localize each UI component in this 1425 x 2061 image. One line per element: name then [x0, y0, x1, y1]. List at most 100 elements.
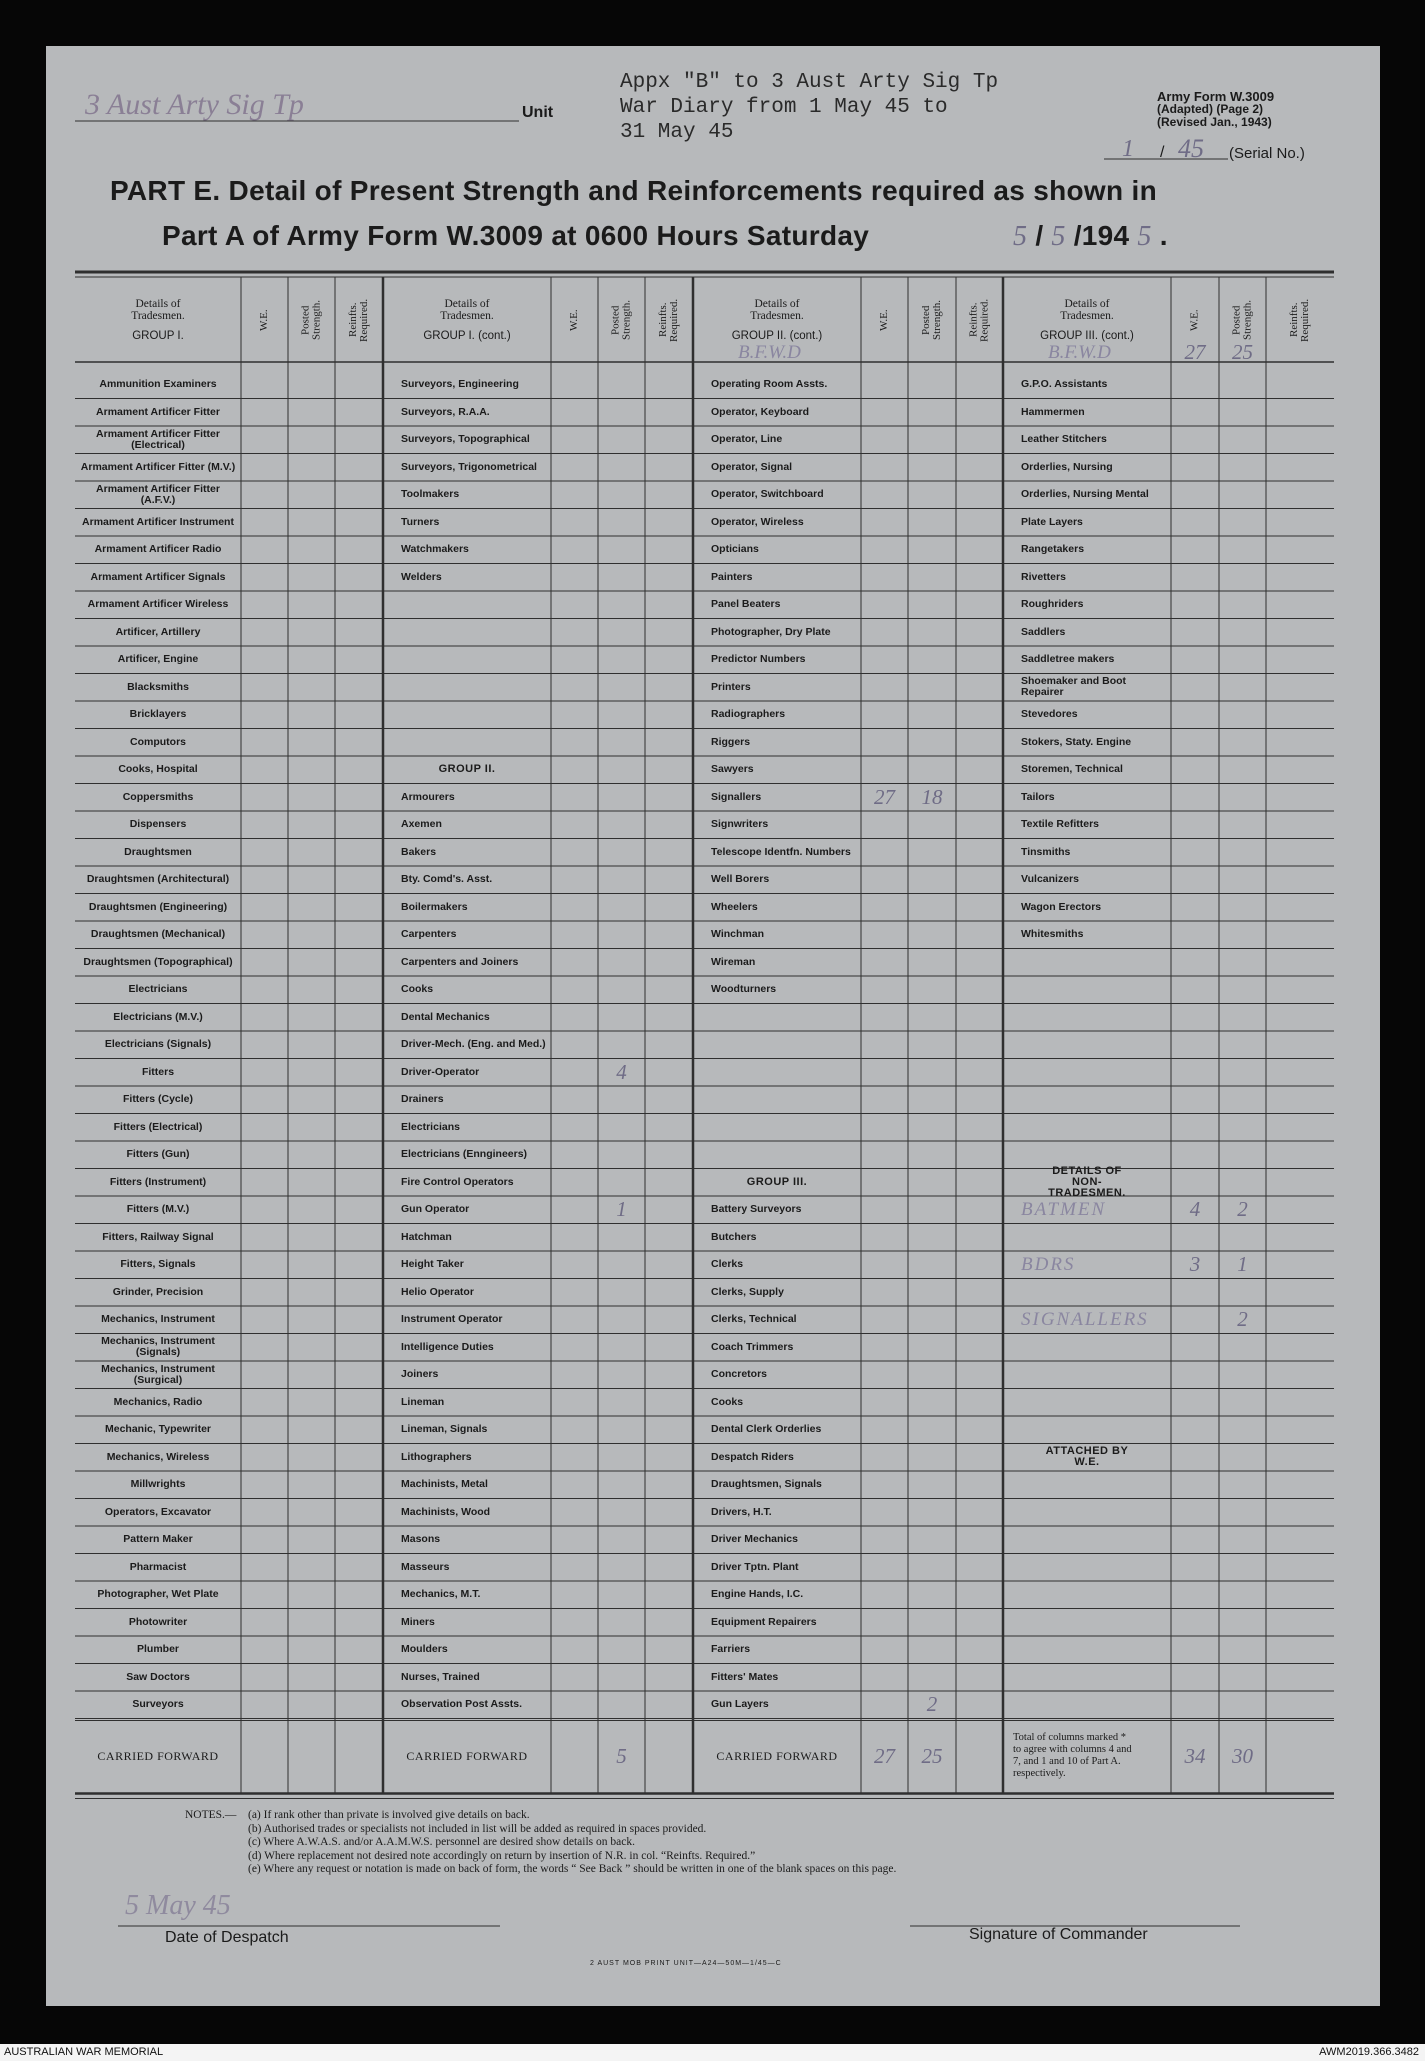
trade-label: Driver-Mech. (Eng. and Med.) [401, 1038, 546, 1051]
trade-label: Riggers [711, 735, 751, 748]
trade-label: Armament Artificer Fitter (A.F.V.) [96, 482, 220, 506]
despatch-date-handwritten: 5 May 45 [125, 1890, 231, 1921]
trade-label: Electricians (M.V.) [113, 1010, 203, 1023]
typed-note: War Diary from 1 May 45 to [620, 96, 948, 119]
trade-label: Textile Refitters [1021, 818, 1099, 831]
trade-label: Saddlers [1021, 625, 1066, 638]
trade-label: Draughtsmen [124, 845, 192, 858]
trade-label: Operator, Keyboard [711, 405, 810, 418]
trade-label: Masons [401, 1533, 441, 1546]
handwritten-figure: 2 [1237, 1307, 1248, 1332]
section-heading: GROUP II. [438, 763, 496, 776]
trade-label: Surveyors, Engineering [401, 378, 519, 391]
trade-label: Pattern Maker [123, 1533, 193, 1546]
trade-label: Nurses, Trained [401, 1670, 480, 1683]
note-item: (e) Where any request or notation is mad… [248, 1863, 897, 1875]
trade-label: Miners [401, 1615, 435, 1628]
printed-date: . [1159, 220, 1168, 251]
trade-label: Clerks, Supply [711, 1285, 784, 1298]
trade-label: Vulcanizers [1021, 873, 1079, 886]
trade-label: Moulders [401, 1643, 448, 1656]
trade-label: Tailors [1021, 790, 1055, 803]
handwritten-figure: 34 [1184, 1743, 1206, 1768]
handwritten-figure: 25 [921, 1743, 943, 1768]
trade-label: Draughtsmen, Signals [711, 1478, 822, 1491]
trade-label: Radiographers [711, 708, 786, 721]
trade-label: Joiners [401, 1368, 439, 1381]
serial-label: (Serial No.) [1229, 145, 1305, 162]
column-header: Reinfts. Required. [967, 298, 991, 342]
trade-label: Despatch Riders [711, 1450, 794, 1463]
column-header: Posted Strength. [609, 299, 633, 341]
trade-label: Armament Artificer Fitter (M.V.) [80, 460, 236, 473]
trade-label: Mechanics, Instrument (Surgical) [101, 1362, 215, 1386]
form-id: Army Form W.3009 [1157, 89, 1275, 104]
group-details: Details of Tradesmen. [131, 298, 185, 322]
trade-label: Operating Room Assts. [711, 378, 828, 391]
unit-handwritten: 3 Aust Arty Sig Tp [85, 88, 304, 121]
form-sheet [46, 46, 1380, 2006]
trade-label: Draughtsmen (Mechanical) [90, 928, 226, 941]
trade-label: Signwriters [711, 818, 769, 831]
trade-label: Mechanics, Instrument [101, 1313, 215, 1326]
trade-label: Painters [711, 570, 753, 583]
trade-label: Turners [401, 515, 440, 528]
serial-year: 45 [1178, 134, 1204, 163]
trade-label: Orderlies, Nursing [1021, 460, 1113, 473]
trade-label: Wagon Erectors [1021, 900, 1102, 913]
trade-label: Fitters, Railway Signal [102, 1230, 214, 1243]
section-heading: GROUP III. [746, 1175, 808, 1188]
trade-label: Operator, Switchboard [711, 488, 824, 501]
carried-forward: CARRIED FORWARD [406, 1748, 528, 1763]
trade-label: Farriers [711, 1643, 751, 1656]
note-item: (c) Where A.W.A.S. and/or A.A.M.W.S. per… [248, 1836, 635, 1848]
trade-label: Coach Trimmers [711, 1340, 794, 1353]
trade-label: Dental Mechanics [401, 1010, 490, 1023]
trade-label: Mechanics, Instrument (Signals) [101, 1335, 215, 1359]
trade-label: Battery Surveyors [711, 1203, 802, 1216]
trade-label: Hatchman [401, 1230, 452, 1243]
trade-label: Saw Doctors [126, 1670, 190, 1683]
trade-label: Boilermakers [401, 900, 468, 913]
trade-label: Plumber [136, 1643, 179, 1656]
group-name: GROUP II. (cont.) [731, 330, 823, 342]
trade-label: Well Borers [711, 873, 770, 886]
trade-label: Electricians (Enngineers) [401, 1148, 528, 1161]
trade-label: Plate Layers [1021, 515, 1083, 528]
note-item: (b) Authorised trades or specialists not… [248, 1822, 707, 1835]
trade-label: Fitters (Gun) [126, 1148, 190, 1161]
trade-label: Fitters (Cycle) [122, 1093, 194, 1106]
unit-label: Unit [522, 104, 554, 121]
section-heading: DETAILS OF NON-TRADESMEN. [1048, 1164, 1126, 1199]
trade-label: Leather Stitchers [1021, 433, 1107, 446]
note-item: (d) Where replacement not desired note a… [248, 1849, 756, 1862]
trade-label: Shoemaker and Boot Repairer [1021, 675, 1127, 699]
handwritten-date: 5 [1013, 221, 1028, 252]
trade-label: Stevedores [1021, 708, 1078, 721]
trade-label: Bricklayers [129, 708, 187, 721]
trade-label: Carpenters [401, 928, 457, 941]
trade-label: Artificer, Engine [117, 653, 199, 666]
trade-label: Orderlies, Nursing Mental [1021, 488, 1149, 501]
trade-label: Helio Operator [401, 1285, 474, 1298]
totals-note: Total of columns marked * to agree with … [1013, 1732, 1132, 1779]
trade-label: Storemen, Technical [1021, 763, 1123, 776]
column-header: Reinfts. Required. [347, 298, 370, 342]
group-name: GROUP III. (cont.) [1040, 330, 1134, 342]
column-header: W.E. [878, 309, 890, 331]
trade-label: Drivers, H.T. [711, 1505, 772, 1518]
trade-label: Driver Tptn. Plant [711, 1560, 799, 1573]
trade-label: G.P.O. Assistants [1021, 378, 1108, 391]
trade-label: Observation Post Assts. [401, 1698, 522, 1711]
handwritten-figure: 4 [1189, 1197, 1201, 1222]
trade-label: Rangetakers [1021, 543, 1085, 556]
trade-label: Gun Layers [711, 1698, 769, 1711]
trade-label: Engine Hands, I.C. [711, 1588, 804, 1601]
trade-label: Hammermen [1021, 405, 1085, 418]
handwritten-figure: 1 [1237, 1252, 1248, 1277]
group-details: Details of Tradesmen. [440, 298, 494, 322]
handwritten-figure: 27 [1184, 339, 1206, 364]
